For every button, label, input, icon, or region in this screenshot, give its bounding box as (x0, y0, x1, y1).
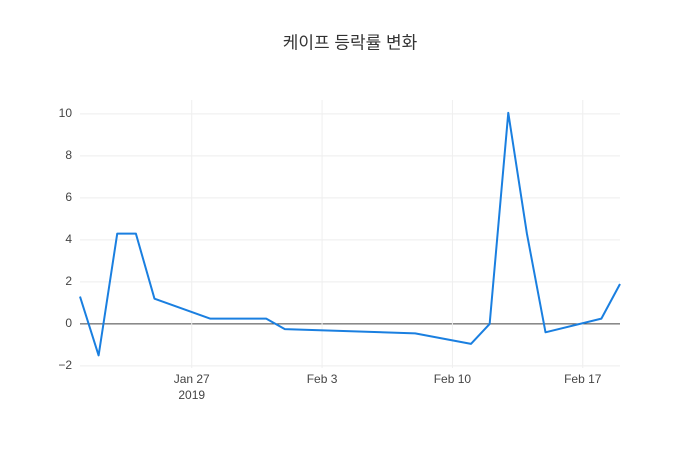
y-tick-label: 0 (65, 316, 72, 330)
y-tick-label: 2 (65, 274, 72, 288)
x-tick-label: Jan 27 (174, 372, 210, 386)
y-tick-label: 8 (65, 148, 72, 162)
y-tick-label: −2 (58, 358, 72, 372)
x-tick-label: Feb 17 (564, 372, 602, 386)
y-tick-label: 10 (59, 106, 73, 120)
x-year-label: 2019 (178, 388, 205, 402)
chart-title: 케이프 등락률 변화 (283, 33, 418, 52)
x-tick-label: Feb 10 (434, 372, 472, 386)
y-tick-label: 4 (65, 232, 72, 246)
line (79, 111, 621, 357)
x-tick-label: Feb 3 (307, 372, 338, 386)
y-tick-label: 6 (65, 190, 72, 204)
